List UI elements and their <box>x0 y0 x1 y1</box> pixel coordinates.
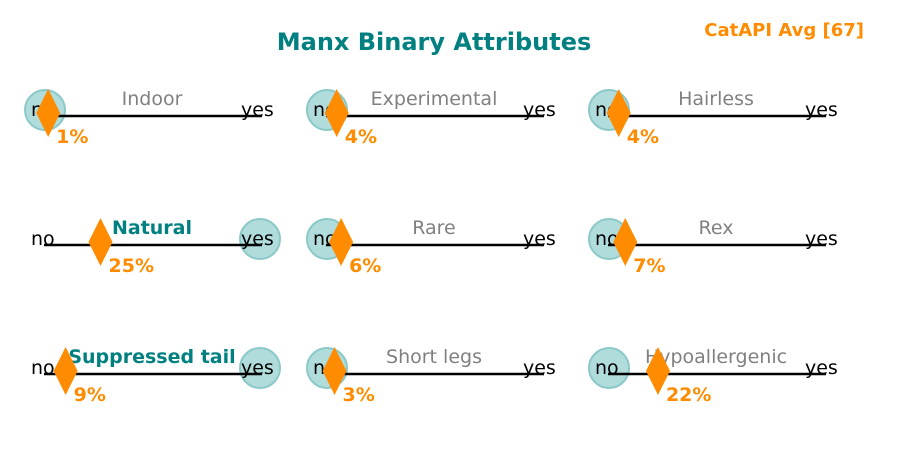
attribute-value-label-indoor: 1% <box>56 126 88 148</box>
attribute-yes-label: yes <box>241 357 274 379</box>
attribute-yes-label: yes <box>523 228 556 250</box>
attribute-highlight-circle-suppressed-tail <box>239 347 281 389</box>
attribute-value-label-natural: 25% <box>109 255 154 277</box>
attribute-name-natural: Natural <box>112 217 192 239</box>
attribute-panels: no yes Indoor 1% no yes Experimental 4% no yes Hai… <box>24 88 838 406</box>
catapi-avg-badge: CatAPI Avg [67] <box>704 20 864 41</box>
attribute-name-hypoallergenic: Hypoallergenic <box>645 346 787 368</box>
attribute-value-label-rare: 6% <box>349 255 381 277</box>
attribute-yes-label: yes <box>523 357 556 379</box>
attribute-name-experimental: Experimental <box>371 88 498 110</box>
attribute-highlight-circle-hypoallergenic <box>588 347 630 389</box>
attribute-name-suppressed-tail: Suppressed tail <box>68 346 235 368</box>
attribute-value-label-rex: 7% <box>633 255 665 277</box>
attribute-highlight-circle-natural <box>239 218 281 260</box>
attribute-name-rex: Rex <box>699 217 734 239</box>
attribute-yes-label: yes <box>805 99 838 121</box>
attribute-marker-rare <box>329 218 354 266</box>
attribute-no-label: no <box>595 228 619 250</box>
attribute-yes-label: yes <box>241 99 274 121</box>
attribute-marker-natural <box>88 218 113 266</box>
attribute-marker-experimental <box>324 89 349 137</box>
attribute-no-label: no <box>31 357 55 379</box>
attribute-name-hairless: Hairless <box>678 88 754 110</box>
attribute-value-label-short-legs: 3% <box>343 384 375 406</box>
attribute-no-label: no <box>31 228 55 250</box>
attribute-name-short-legs: Short legs <box>386 346 482 368</box>
attribute-yes-label: yes <box>241 228 274 250</box>
attribute-marker-hypoallergenic <box>645 347 670 395</box>
attribute-marker-rex <box>613 218 638 266</box>
attribute-yes-label: yes <box>805 228 838 250</box>
attribute-marker-short-legs <box>322 347 347 395</box>
attribute-marker-hairless <box>606 89 631 137</box>
chart-title: Manx Binary Attributes <box>277 28 592 56</box>
attribute-name-indoor: Indoor <box>122 88 183 110</box>
attribute-name-rare: Rare <box>412 217 456 239</box>
attribute-yes-label: yes <box>523 99 556 121</box>
attribute-value-label-experimental: 4% <box>345 126 377 148</box>
attribute-value-label-hypoallergenic: 22% <box>666 384 711 406</box>
attribute-yes-label: yes <box>805 357 838 379</box>
attribute-value-label-hairless: 4% <box>627 126 659 148</box>
attribute-marker-suppressed-tail <box>53 347 78 395</box>
attribute-marker-indoor <box>36 89 61 137</box>
attribute-value-label-suppressed-tail: 9% <box>74 384 106 406</box>
attribute-no-label: no <box>595 357 619 379</box>
